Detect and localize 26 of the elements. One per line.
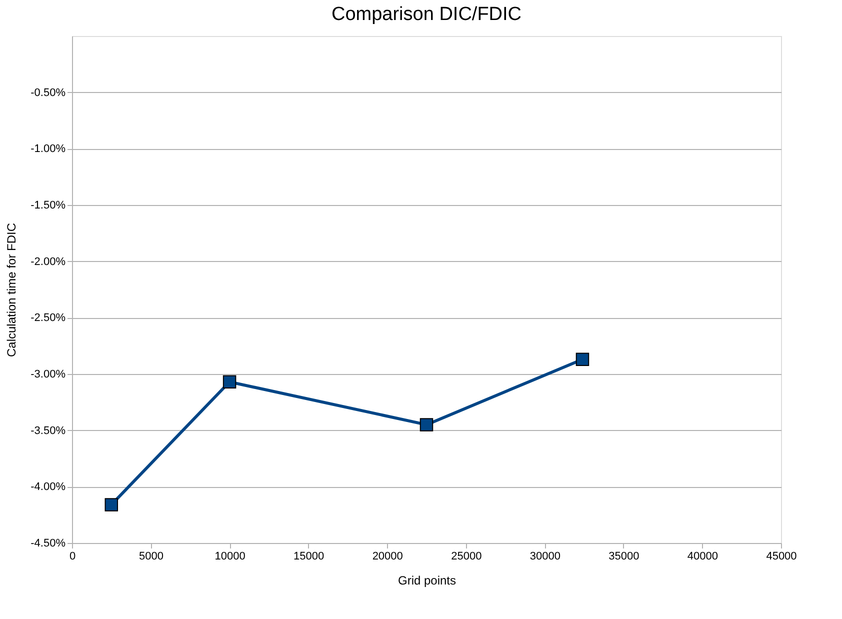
x-tick-label: 15000	[294, 550, 324, 562]
y-tick-label: -3.50%	[30, 424, 66, 437]
x-tick-label: 45000	[766, 550, 797, 562]
x-tick-label: 40000	[687, 550, 718, 562]
y-tick-label: -2.00%	[30, 256, 66, 268]
point	[420, 418, 434, 432]
y-tick-label: -4.00%	[30, 481, 66, 494]
x-tick-label: 0	[69, 550, 76, 562]
y-tick-label: -1.00%	[30, 143, 66, 156]
x-axis-title: Grid points	[398, 574, 456, 588]
x-tick-label: 20000	[372, 550, 403, 562]
x-tick-label: 25000	[451, 550, 482, 562]
y-tick-label: -0.50%	[30, 86, 66, 99]
point	[222, 375, 236, 389]
y-axis-title: Calculation time for FDIC	[4, 222, 19, 358]
y-tick-label: -1.50%	[30, 200, 66, 212]
x-tick-label: 30000	[530, 550, 560, 562]
chart-title: Comparison DIC/FDIC	[331, 4, 522, 25]
x-tick-label: 5000	[139, 550, 164, 562]
y-tick-label: -4.50%	[30, 538, 66, 550]
point	[576, 352, 590, 366]
point	[104, 498, 118, 512]
y-tick-label: -2.50%	[30, 312, 66, 324]
y-tick-label: -3.00%	[30, 368, 66, 380]
x-tick-label: 10000	[214, 550, 246, 562]
x-tick-label: 35000	[608, 550, 640, 562]
